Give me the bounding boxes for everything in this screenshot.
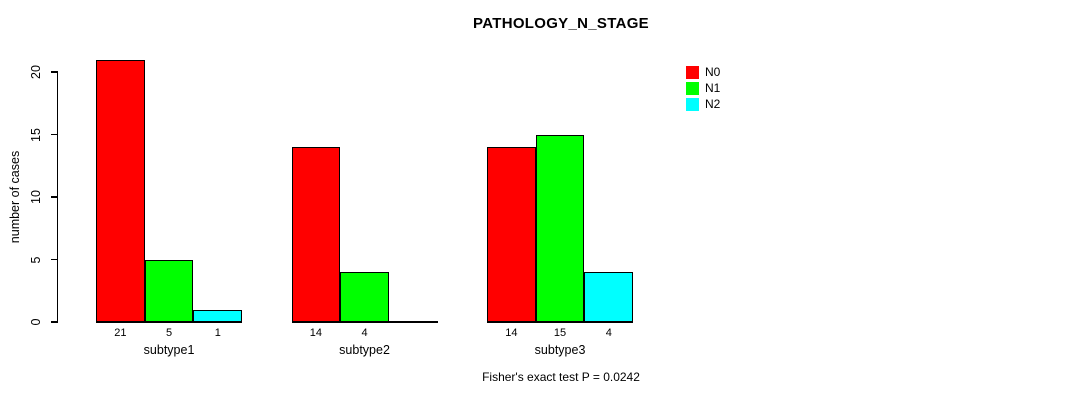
bar-value-label: 4 (605, 327, 612, 339)
bar-value-label: 21 (114, 327, 127, 339)
legend-entry-N0: N0 (686, 64, 720, 80)
y-tick-mark (50, 321, 57, 323)
legend: N0 N1 N2 (686, 64, 720, 112)
y-tick-label: 5 (29, 256, 43, 263)
legend-swatch-N0 (686, 65, 699, 79)
bar-subtype3-N0 (487, 147, 536, 322)
x-axis-baseline (291, 321, 438, 323)
y-tick-mark (50, 133, 57, 136)
x-axis-baseline (96, 321, 243, 323)
bar-subtype2-N0 (291, 147, 341, 322)
bar-value-label: 14 (505, 327, 518, 339)
y-tick-label: 0 (29, 318, 43, 326)
legend-swatch-N1 (686, 81, 699, 95)
bar-value-label: 1 (214, 327, 221, 339)
legend-label: N1 (705, 80, 721, 95)
y-tick-mark (50, 258, 57, 261)
legend-label: N2 (705, 96, 721, 111)
bar-subtype1-N2 (193, 309, 243, 322)
y-tick-label: 15 (29, 127, 43, 142)
legend-label: N0 (705, 64, 721, 79)
y-tick-label: 20 (29, 65, 43, 79)
bar-subtype3-N1 (535, 134, 585, 322)
x-category-label: subtype3 (534, 343, 586, 357)
bar-value-label: 4 (361, 327, 368, 339)
bar-subtype3-N2 (584, 272, 634, 322)
legend-entry-N1: N1 (686, 80, 720, 96)
y-axis-line (56, 71, 58, 323)
y-tick-label: 10 (29, 190, 43, 204)
y-tick-mark (50, 196, 57, 198)
chart-title: PATHOLOGY_N_STAGE (473, 15, 649, 32)
bar-value-label: 5 (165, 327, 173, 339)
x-category-label: subtype2 (339, 343, 390, 357)
x-category-label: subtype1 (143, 343, 195, 357)
bar-value-label: 14 (309, 327, 322, 339)
x-axis-baseline (487, 321, 634, 323)
legend-entry-N2: N2 (686, 96, 720, 112)
y-tick-mark (50, 71, 57, 73)
bar-subtype1-N1 (144, 259, 194, 322)
statistical-test-annotation: Fisher's exact test P = 0.0242 (482, 370, 640, 384)
y-axis-title: number of cases (8, 150, 22, 244)
bar-subtype1-N0 (96, 59, 145, 322)
bar-value-label: 15 (553, 327, 567, 339)
bar-subtype2-N1 (340, 272, 389, 322)
legend-swatch-N2 (686, 97, 699, 111)
